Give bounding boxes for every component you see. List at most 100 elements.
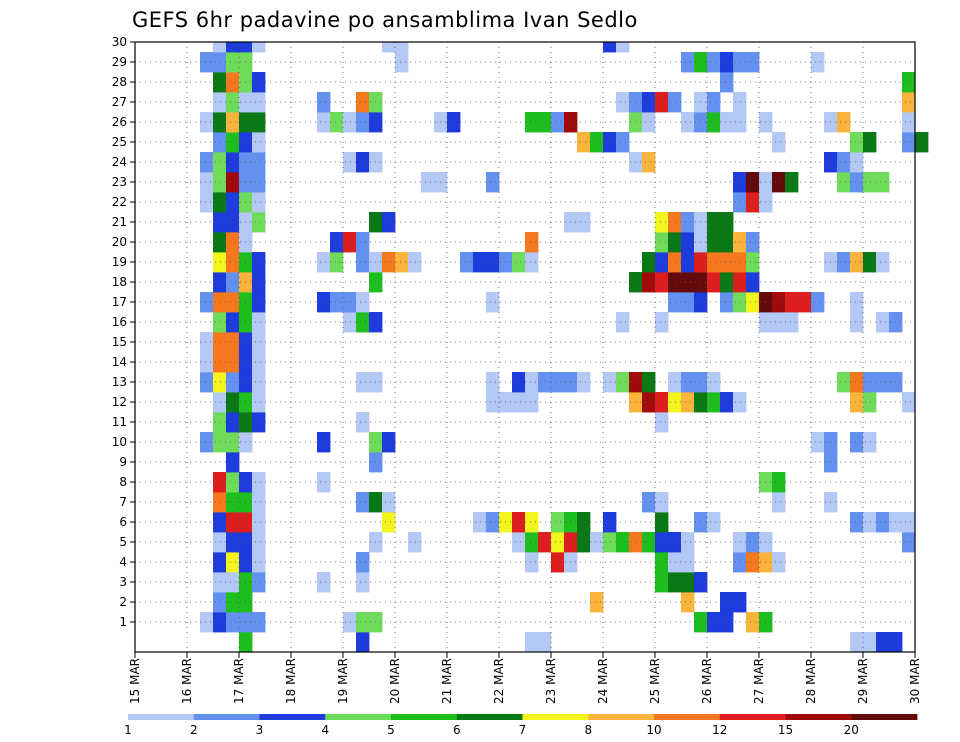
heatmap-cell [668,92,682,113]
heatmap-cell [213,232,227,253]
heatmap-cell [720,252,734,273]
heatmap-cell [850,132,864,153]
heatmap-cell [746,532,760,553]
heatmap-cell [356,252,370,273]
heatmap-cell [707,512,721,533]
y-tick-label: 28 [112,75,127,89]
heatmap-cell [551,112,565,133]
heatmap-cell [746,272,760,293]
y-tick-label: 18 [112,275,127,289]
y-tick-label: 24 [112,155,127,169]
x-tick-label: 16 MAR [180,658,194,704]
heatmap-cell [213,372,227,393]
legend-label: 4 [321,723,329,737]
heatmap-cell [252,292,266,313]
heatmap-cell [408,252,422,273]
heatmap-cell [356,292,370,313]
heatmap-cell [525,532,539,553]
heatmap-cell [876,372,890,393]
heatmap-cell [538,532,552,553]
heatmap-cell [616,42,630,53]
heatmap-cell [655,532,669,553]
y-tick-label: 2 [119,595,127,609]
heatmap-cell [213,532,227,553]
heatmap-cell [772,172,786,193]
heatmap-cell [213,212,227,233]
heatmap-cell [226,292,240,313]
heatmap-cell [707,252,721,273]
legend-swatch [851,714,918,720]
heatmap-cell [525,232,539,253]
heatmap-cell [200,432,214,453]
heatmap-cell [213,192,227,213]
heatmap-cell [681,592,695,613]
heatmap-cell [707,112,721,133]
heatmap-cells [200,42,929,653]
heatmap-cell [681,272,695,293]
heatmap-cell [850,432,864,453]
heatmap-cell [863,432,877,453]
legend-swatch [193,714,260,720]
legend-swatch [128,714,195,720]
heatmap-cell [486,252,500,273]
heatmap-cell [213,112,227,133]
heatmap-cell [772,552,786,573]
heatmap-cell [811,52,825,73]
heatmap-cell [252,112,266,133]
heatmap-cell [538,112,552,133]
heatmap-cell [603,512,617,533]
heatmap-cell [772,312,786,333]
heatmap-cell [226,492,240,513]
heatmap-cell [590,532,604,553]
heatmap-cell [330,232,344,253]
y-tick-label: 4 [119,555,127,569]
heatmap-cell [863,372,877,393]
x-tick-label: 28 MAR [804,658,818,704]
heatmap-cell [382,512,396,533]
x-tick-label: 15 MAR [128,658,142,704]
heatmap-cell [343,232,357,253]
legend-label: 3 [256,723,264,737]
heatmap-cell [200,352,214,373]
heatmap-cell [356,92,370,113]
heatmap-cell [746,252,760,273]
y-tick-label: 25 [112,135,127,149]
heatmap-cell [252,42,266,53]
heatmap-cell [512,512,526,533]
heatmap-cell [746,552,760,573]
heatmap-cell [538,632,552,653]
heatmap-cell [876,172,890,193]
heatmap-cell [200,372,214,393]
heatmap-cell [655,572,669,593]
heatmap-cell [551,372,565,393]
heatmap-cell [616,532,630,553]
heatmap-cell [577,132,591,153]
heatmap-cell [213,52,227,73]
heatmap-cell [798,292,812,313]
heatmap-cell [330,112,344,133]
heatmap-cell [720,112,734,133]
heatmap-cell [668,252,682,273]
heatmap-cell [863,512,877,533]
heatmap-cell [213,92,227,113]
heatmap-cell [720,592,734,613]
heatmap-cell [837,372,851,393]
heatmap-cell [213,432,227,453]
heatmap-cell [616,372,630,393]
heatmap-cell [252,152,266,173]
heatmap-cell [811,432,825,453]
heatmap-cell [226,172,240,193]
heatmap-cell [395,42,409,53]
x-axis-ticks: 15 MAR 16 MAR 17 MAR 18 MAR 19 MAR 20 MAR 21 M… [128,652,922,704]
heatmap-cell [733,112,747,133]
heatmap-cell [902,112,916,133]
heatmap-cell [902,92,916,113]
heatmap-cell [226,252,240,273]
heatmap-cell [213,252,227,273]
heatmap-cell [655,232,669,253]
heatmap-cell [733,252,747,273]
legend-swatch [785,714,852,720]
heatmap-cell [213,412,227,433]
heatmap-cell [642,532,656,553]
